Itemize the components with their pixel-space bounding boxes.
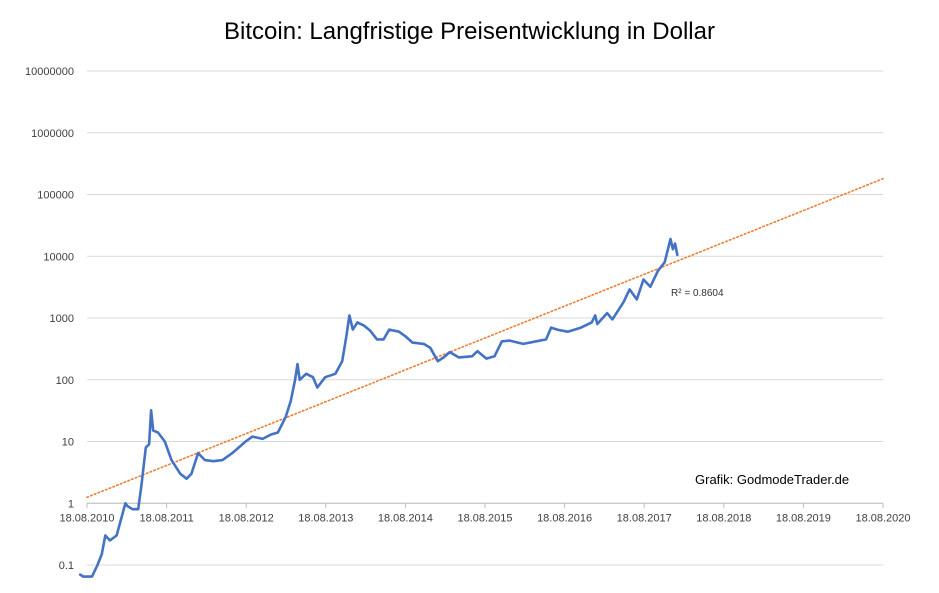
x-tick-label: 18.08.2019 (776, 512, 831, 524)
y-tick-label: 1 (68, 498, 74, 510)
trendline-r2-label: R² = 0.8604 (671, 288, 724, 299)
x-tick-label: 18.08.2012 (219, 512, 274, 524)
chart-credit: Grafik: GodmodeTrader.de (695, 472, 849, 487)
y-tick-label: 100 (56, 375, 74, 387)
gridlines (87, 70, 883, 566)
y-tick-label: 10000000 (25, 66, 74, 78)
x-axis-ticks: 18.08.2010 18.08.2011 18.08.2012 18.08.2013… (59, 502, 911, 524)
x-tick-label: 18.08.2013 (298, 512, 353, 524)
x-tick-label: 18.08.2020 (855, 512, 910, 524)
x-tick-label: 18.08.2010 (59, 512, 114, 524)
y-tick-label: 10 (62, 437, 74, 449)
x-tick-label: 18.08.2011 (139, 512, 193, 524)
x-tick-label: 18.08.2016 (537, 512, 592, 524)
y-tick-label: 10000 (43, 251, 74, 263)
y-tick-label: 100000 (37, 190, 74, 202)
y-tick-label: 0.1 (59, 560, 74, 572)
x-tick-label: 18.08.2014 (378, 512, 433, 524)
y-tick-label: 1000000 (31, 128, 74, 140)
x-tick-label: 18.08.2018 (696, 512, 751, 524)
series-line-bitcoin-price (78, 237, 679, 578)
y-tick-label: 1000 (50, 313, 74, 325)
x-tick-label: 18.08.2015 (457, 512, 512, 524)
chart-title: Bitcoin: Langfristige Preisentwicklung i… (224, 18, 715, 45)
trendline (86, 177, 884, 499)
x-tick-label: 18.08.2017 (617, 512, 672, 524)
y-axis-ticks: 0.1 1 10 100 1000 10000 100000 1000000 10000000 (25, 66, 74, 572)
